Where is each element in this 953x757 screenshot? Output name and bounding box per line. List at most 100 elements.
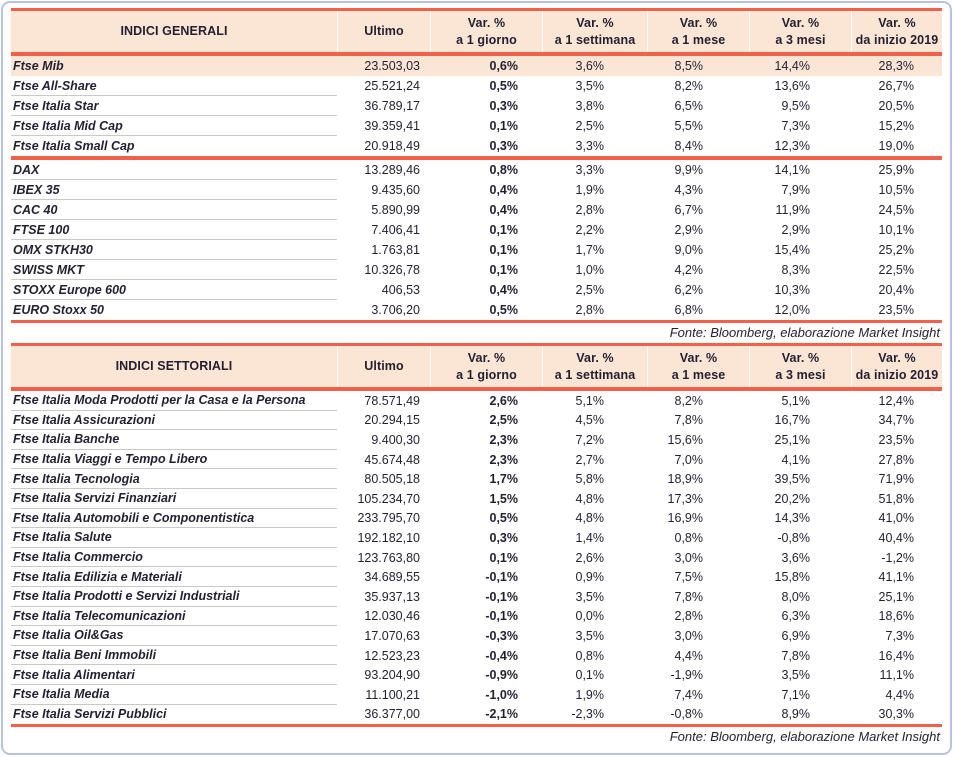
sector-indices-header-row: INDICI SETTORIALI Ultimo Var. % a 1 gior… — [11, 343, 942, 387]
column-header-line2: a 1 mese — [671, 367, 726, 382]
ultimo-value: 36.789,17 — [364, 99, 420, 113]
ultimo-value: 9.400,30 — [371, 432, 420, 447]
var-da-inizio-2019-value: 20,4% — [878, 283, 914, 297]
var-3-mesi-value: 25,1% — [774, 432, 810, 447]
var-1-mese-value: 7,4% — [674, 687, 704, 702]
var-1-settimana-value: 2,8% — [575, 203, 605, 217]
var-1-settimana-value: 2,7% — [575, 452, 605, 467]
table-row: Ftse Italia Banche 9.400,30 2,3% 7,2% 15… — [11, 430, 942, 450]
var-1-mese-value: 2,8% — [674, 609, 704, 624]
ultimo-value: 23.503,03 — [364, 59, 420, 73]
var-1-settimana-value: 0,1% — [575, 668, 605, 683]
table-row: Ftse Italia Oil&Gas 17.070,63 -0,3% 3,5%… — [11, 626, 942, 646]
var-1-giorno-value: -0,1% — [485, 589, 518, 604]
column-header-line1: Ultimo — [364, 24, 404, 38]
var-da-inizio-2019-value: 26,7% — [878, 79, 914, 93]
index-name: Ftse Mib — [13, 59, 64, 73]
column-header-var-da-inizio-2019: Var. % da inizio 2019 — [851, 346, 942, 387]
index-name: Ftse Italia Salute — [11, 528, 337, 548]
var-1-giorno-value: 0,4% — [489, 283, 519, 297]
var-3-mesi-value: 3,5% — [781, 668, 811, 683]
var-1-giorno-value: 0,5% — [489, 511, 519, 526]
ultimo-value: 11.100,21 — [365, 687, 420, 702]
table-row: Ftse Italia Mid Cap 39.359,41 0,1% 2,5% … — [11, 116, 942, 136]
table-row: Ftse Italia Media 11.100,21 -1,0% 1,9% 7… — [11, 685, 942, 705]
index-name: Ftse Italia Telecomunicazioni — [11, 607, 337, 627]
ultimo-value: 45.674,48 — [364, 452, 420, 467]
column-header-var-3-mesi: Var. % a 3 mesi — [749, 346, 851, 387]
var-1-giorno-value: 0,1% — [489, 243, 519, 257]
ultimo-value: 34.689,55 — [364, 570, 420, 585]
index-name: Ftse Italia Servizi Finanziari — [11, 489, 337, 509]
index-name: Ftse Italia Prodotti e Servizi Industria… — [11, 587, 337, 607]
index-name: FTSE 100 — [11, 220, 337, 240]
var-da-inizio-2019-value: 25,2% — [878, 243, 914, 257]
var-da-inizio-2019-value: 16,4% — [878, 648, 914, 663]
var-1-giorno-value: 0,6% — [489, 59, 519, 73]
var-1-giorno-value: -0,4% — [485, 648, 518, 663]
var-3-mesi-value: 6,9% — [781, 628, 811, 643]
var-3-mesi-value: 6,3% — [781, 609, 811, 624]
index-name: CAC 40 — [11, 200, 337, 220]
index-name: Ftse Italia Mid Cap — [11, 116, 337, 136]
table-row: SWISS MKT 10.326,78 0,1% 1,0% 4,2% 8,3% … — [11, 260, 942, 280]
column-header-line1: Var. % — [576, 15, 614, 30]
var-3-mesi-value: 11,9% — [775, 203, 810, 217]
var-1-settimana-value: 3,3% — [575, 163, 605, 177]
var-3-mesi-value: 20,2% — [774, 491, 810, 506]
var-1-mese-value: 4,2% — [674, 263, 704, 277]
ultimo-value: 192.182,10 — [357, 530, 420, 545]
table-row: Ftse Italia Alimentari 93.204,90 -0,9% 0… — [11, 665, 942, 685]
var-da-inizio-2019-value: 51,8% — [878, 491, 914, 506]
table-row: CAC 40 5.890,99 0,4% 2,8% 6,7% 11,9% 24,… — [11, 200, 942, 220]
var-3-mesi-value: 39,5% — [774, 472, 810, 487]
var-1-settimana-value: 4,5% — [575, 413, 605, 428]
var-3-mesi-value: 14,4% — [774, 59, 810, 73]
var-1-giorno-value: 1,7% — [489, 472, 519, 487]
var-1-mese-value: 4,4% — [674, 648, 704, 663]
var-1-mese-value: 18,9% — [667, 472, 703, 487]
index-name: Ftse Italia Alimentari — [11, 665, 337, 685]
var-3-mesi-value: 7,8% — [781, 648, 811, 663]
column-header-line1: Var. % — [467, 350, 506, 365]
var-3-mesi-value: 12,3% — [774, 139, 810, 153]
var-da-inizio-2019-value: 41,0% — [878, 511, 914, 526]
column-header-line2: a 1 giorno — [456, 367, 517, 382]
var-1-giorno-value: -0,1% — [485, 570, 518, 585]
var-1-giorno-value: 0,1% — [489, 119, 519, 133]
var-1-settimana-value: 1,0% — [575, 263, 605, 277]
index-name: Ftse Italia Oil&Gas — [11, 626, 337, 646]
var-1-giorno-value: 0,5% — [489, 79, 519, 93]
index-name: OMX STKH30 — [11, 240, 337, 260]
var-1-giorno-value: 0,4% — [489, 203, 519, 217]
column-header-var-1-giorno: Var. % a 1 giorno — [430, 11, 542, 52]
var-1-giorno-value: 0,1% — [489, 263, 519, 277]
table-row: Ftse Italia Beni Immobili 12.523,23 -0,4… — [11, 646, 942, 666]
var-3-mesi-value: 7,9% — [781, 183, 811, 197]
var-1-mese-value: -1,9% — [670, 668, 703, 683]
column-header-line1: Ultimo — [364, 359, 404, 373]
var-1-mese-value: 8,2% — [674, 393, 704, 408]
var-3-mesi-value: 7,1% — [781, 687, 811, 702]
table-row: Ftse Italia Moda Prodotti per la Casa e … — [11, 391, 942, 411]
source-note: Fonte: Bloomberg, elaborazione Market In… — [669, 729, 940, 745]
ultimo-value: 10.326,78 — [364, 263, 420, 277]
table-row: STOXX Europe 600 406,53 0,4% 2,5% 6,2% 1… — [11, 280, 942, 300]
column-header-var-da-inizio-2019: Var. % da inizio 2019 — [851, 11, 942, 52]
table-row: Ftse Italia Tecnologia 80.505,18 1,7% 5,… — [11, 469, 942, 489]
var-1-settimana-value: 3,5% — [575, 589, 605, 604]
var-3-mesi-value: 16,7% — [774, 413, 810, 428]
ultimo-value: 35.937,13 — [364, 589, 420, 604]
ultimo-value: 17.070,63 — [364, 628, 420, 643]
column-header-var-1-settimana: Var. % a 1 settimana — [542, 11, 647, 52]
var-da-inizio-2019-value: 20,5% — [878, 99, 914, 113]
var-1-settimana-value: 3,6% — [575, 59, 605, 73]
table-row: Ftse Italia Servizi Pubblici 36.377,00 -… — [11, 705, 942, 725]
table-row: Ftse Italia Assicurazioni 20.294,15 2,5%… — [11, 411, 942, 431]
double-red-divider — [11, 52, 942, 56]
ultimo-value: 80.505,18 — [364, 472, 420, 487]
column-header-line2: a 1 mese — [671, 32, 726, 47]
var-da-inizio-2019-value: 27,8% — [878, 452, 914, 467]
ultimo-value: 406,53 — [381, 283, 420, 297]
